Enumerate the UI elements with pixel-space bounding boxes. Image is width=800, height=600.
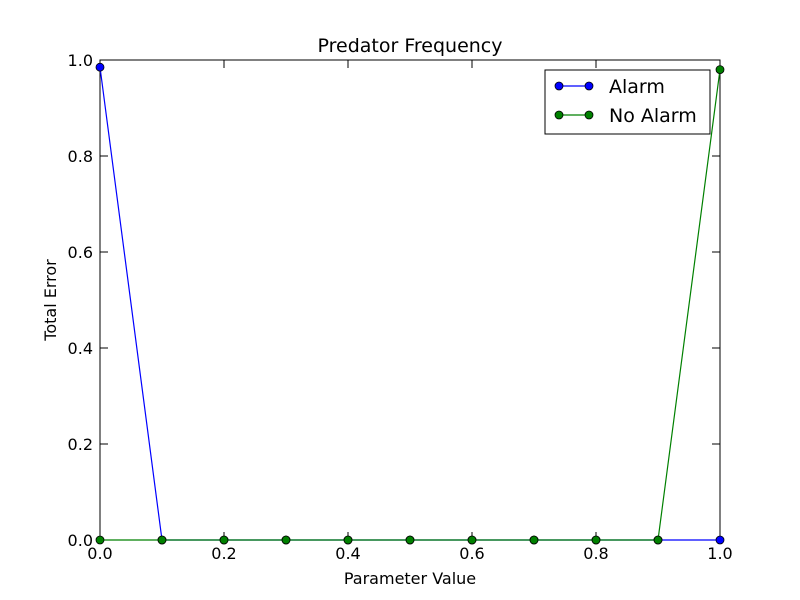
data-point	[467, 535, 477, 545]
y-tick-label: 0.4	[68, 339, 93, 358]
y-tick-label: 0.6	[68, 243, 93, 262]
y-tick-label: 0.2	[68, 435, 93, 454]
x-tick-label: 0.2	[211, 544, 236, 563]
data-point	[95, 535, 105, 545]
series-no-alarm	[95, 65, 725, 545]
data-point	[219, 535, 229, 545]
y-tick-label: 0.8	[68, 147, 93, 166]
y-axis-label: Total Error	[41, 259, 60, 342]
data-point	[157, 535, 167, 545]
legend: Alarm No Alarm	[544, 69, 711, 135]
plot-frame	[99, 59, 721, 541]
y-tick-label: 1.0	[68, 51, 93, 70]
data-point	[715, 535, 725, 545]
x-tick-label: 0.6	[459, 544, 484, 563]
data-point	[343, 535, 353, 545]
data-point	[405, 535, 415, 545]
legend-label: No Alarm	[609, 105, 697, 127]
data-point	[529, 535, 539, 545]
data-point	[591, 535, 601, 545]
y-axis-ticks: 0.0 0.2 0.4 0.6 0.8 1.0	[68, 51, 720, 550]
chart-title: Predator Frequency	[318, 35, 503, 57]
legend-marker	[554, 81, 564, 91]
x-tick-label: 0.0	[87, 544, 112, 563]
x-tick-label: 0.8	[583, 544, 608, 563]
legend-item: Alarm	[554, 76, 665, 98]
x-axis-label: Parameter Value	[344, 569, 476, 588]
data-point	[653, 535, 663, 545]
legend-marker	[584, 110, 594, 120]
x-tick-label: 1.0	[707, 544, 732, 563]
legend-item: No Alarm	[554, 105, 697, 127]
legend-marker	[554, 110, 564, 120]
legend-marker	[584, 81, 594, 91]
data-point	[95, 62, 105, 72]
series-layer	[95, 62, 725, 545]
plot-area	[99, 59, 721, 541]
data-point	[715, 65, 725, 74]
data-point	[281, 535, 291, 545]
legend-label: Alarm	[609, 76, 665, 98]
legend-box	[544, 69, 711, 135]
y-tick-label: 0.0	[68, 531, 93, 550]
x-tick-label: 0.4	[335, 544, 360, 563]
